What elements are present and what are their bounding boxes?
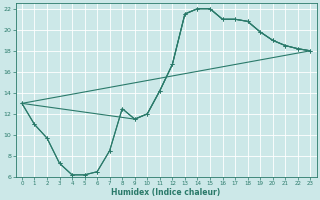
X-axis label: Humidex (Indice chaleur): Humidex (Indice chaleur) [111, 188, 221, 197]
